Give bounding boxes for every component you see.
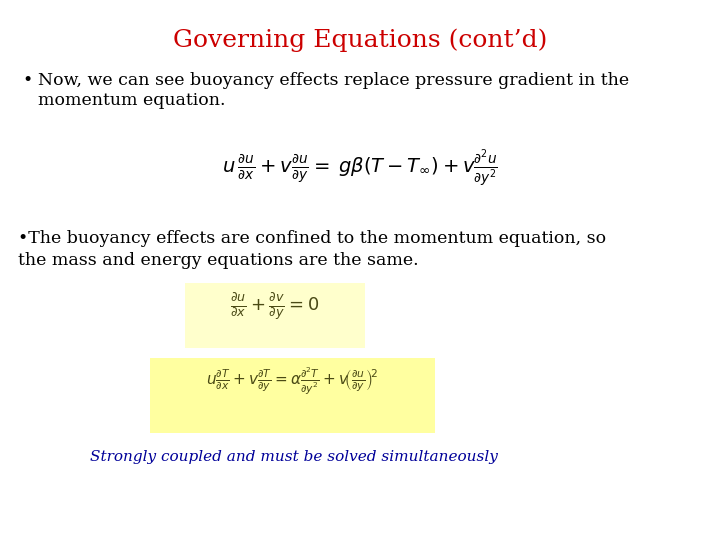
Text: Strongly coupled and must be solved simultaneously: Strongly coupled and must be solved simu…: [90, 450, 498, 464]
Text: $u\frac{\partial T}{\partial x}+v\frac{\partial T}{\partial y}=\alpha\frac{\part: $u\frac{\partial T}{\partial x}+v\frac{\…: [207, 366, 379, 397]
Text: $u\,\frac{\partial u}{\partial x}+v\frac{\partial u}{\partial y}=\;g\beta\left(T: $u\,\frac{\partial u}{\partial x}+v\frac…: [222, 148, 498, 189]
Text: $\frac{\partial u}{\partial x}+\frac{\partial v}{\partial y}=0$: $\frac{\partial u}{\partial x}+\frac{\pa…: [230, 291, 320, 322]
Text: Now, we can see buoyancy effects replace pressure gradient in the
momentum equat: Now, we can see buoyancy effects replace…: [38, 72, 629, 109]
Text: the mass and energy equations are the same.: the mass and energy equations are the sa…: [18, 252, 418, 269]
Text: Governing Equations (cont’d): Governing Equations (cont’d): [173, 28, 547, 51]
Bar: [185, 283, 365, 348]
Text: •The buoyancy effects are confined to the momentum equation, so: •The buoyancy effects are confined to th…: [18, 230, 606, 247]
Text: •: •: [22, 72, 32, 89]
Bar: [150, 358, 435, 433]
